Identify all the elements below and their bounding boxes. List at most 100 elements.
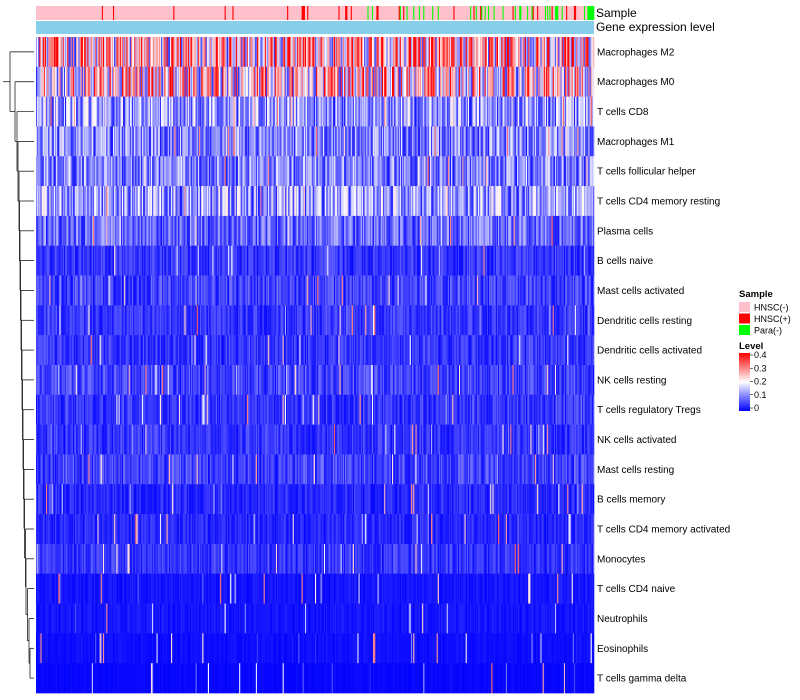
sample-cell-HNSC(-): [368, 6, 370, 20]
sample-cell-HNSC(-): [407, 6, 410, 20]
sample-cell-HNSC(-): [174, 6, 176, 20]
sample-cell-HNSC(-): [129, 6, 132, 20]
sample-cell-HNSC(-): [330, 6, 333, 20]
sample-cell-HNSC(-): [349, 6, 352, 20]
sample-cell-HNSC(-): [192, 6, 194, 20]
sample-cell-HNSC(-): [340, 6, 343, 20]
sample-cell-HNSC(-): [568, 6, 570, 20]
sample-cell-HNSC(-): [262, 6, 264, 20]
sample-cell-HNSC(-): [299, 6, 301, 20]
sample-cell-HNSC(-): [366, 6, 368, 20]
sample-cell-HNSC(-): [282, 6, 285, 20]
sample-cell-HNSC(-): [454, 6, 456, 20]
sample-cell-HNSC(-): [389, 6, 392, 20]
sample-cell-HNSC(-): [100, 6, 103, 20]
sample-cell-HNSC(-): [143, 6, 145, 20]
sample-cell-HNSC(-): [429, 6, 432, 20]
sample-cell-HNSC(-): [381, 6, 384, 20]
sample-cell-HNSC(-): [270, 6, 272, 20]
sample-cell-HNSC(-): [326, 6, 328, 20]
sample-cell-HNSC(-): [128, 6, 131, 20]
sample-cell-HNSC(-): [49, 6, 51, 20]
row-dendrogram: [3, 51, 34, 679]
sample-cell-HNSC(-): [104, 6, 106, 20]
sample-cell-HNSC(-): [142, 6, 144, 20]
sample-cell-HNSC(-): [229, 6, 231, 20]
legend-sample-title: Sample: [739, 289, 773, 300]
sample-cell-HNSC(-): [310, 6, 312, 20]
sample-cell-HNSC(-): [425, 6, 427, 20]
sample-cell-HNSC(-): [188, 6, 191, 20]
sample-cell-HNSC(-): [352, 6, 355, 20]
sample-cell-HNSC(-): [422, 6, 424, 20]
sample-cell-HNSC(-): [486, 6, 489, 20]
sample-cell-HNSC(-): [541, 6, 543, 20]
sample-cell-HNSC(-): [356, 6, 358, 20]
sample-cell-Para(-): [557, 6, 559, 20]
sample-cell-HNSC(-): [373, 6, 375, 20]
sample-cell-HNSC(-): [171, 6, 173, 20]
sample-cell-HNSC(-): [213, 6, 215, 20]
sample-cell-HNSC(-): [535, 6, 538, 20]
gene-expression-track-label: Gene expression level: [596, 20, 715, 34]
sample-cell-HNSC(-): [216, 6, 219, 20]
sample-cell-HNSC(-): [254, 6, 257, 20]
sample-cell-HNSC(-): [62, 6, 65, 20]
sample-cell-HNSC(-): [69, 6, 71, 20]
heatmap-row: [36, 484, 595, 515]
sample-cell-HNSC(-): [331, 6, 334, 20]
sample-cell-HNSC(-): [380, 6, 383, 20]
sample-cell-HNSC(-): [172, 6, 174, 20]
sample-cell-HNSC(-): [261, 6, 263, 20]
sample-cell-HNSC(-): [193, 6, 195, 20]
sample-cell-HNSC(-): [405, 6, 407, 20]
sample-cell-HNSC(-): [396, 6, 398, 20]
row-label: T cells CD4 memory resting: [597, 197, 720, 208]
sample-cell-HNSC(-): [86, 6, 88, 20]
sample-cell-HNSC(-): [109, 6, 112, 20]
heatmap-row: [36, 186, 595, 217]
sample-cell-HNSC(-): [383, 6, 385, 20]
sample-cell-HNSC(-): [167, 6, 170, 20]
sample-cell-HNSC(-): [259, 6, 261, 20]
row-label: T cells regulatory Tregs: [597, 405, 701, 416]
sample-cell-HNSC(-): [83, 6, 86, 20]
sample-cell-HNSC(-): [217, 6, 220, 20]
sample-cell-HNSC(-): [400, 6, 403, 20]
sample-cell-HNSC(-): [572, 6, 575, 20]
sample-cell-HNSC(-): [169, 6, 172, 20]
sample-cell-HNSC(-): [102, 6, 105, 20]
sample-cell-HNSC(-): [540, 6, 542, 20]
sample-cell-Para(-): [592, 6, 595, 20]
legend-level-title: Level: [739, 341, 763, 352]
heatmap-row: [36, 514, 595, 545]
sample-cell-HNSC(-): [152, 6, 154, 20]
sample-cell-HNSC(-): [146, 6, 148, 20]
sample-cell-HNSC(+): [377, 6, 379, 20]
sample-cell-HNSC(-): [552, 6, 555, 20]
sample-cell-HNSC(-): [235, 6, 238, 20]
sample-cell-HNSC(-): [495, 6, 498, 20]
sample-cell-HNSC(-): [53, 6, 56, 20]
legend-level-tick: 0: [754, 403, 759, 413]
row-label: Dendritic cells activated: [597, 346, 702, 357]
heatmap-row: [36, 573, 595, 604]
sample-cell-HNSC(-): [269, 6, 271, 20]
sample-cell-Para(-): [520, 6, 522, 20]
heatmap-row: [36, 66, 595, 97]
sample-cell-HNSC(-): [392, 6, 394, 20]
sample-cell-HNSC(-): [322, 6, 325, 20]
sample-cell-HNSC(+): [453, 6, 455, 20]
sample-cell-HNSC(-): [219, 6, 221, 20]
sample-cell-HNSC(-): [91, 6, 94, 20]
legend-level-tick: 0.4: [754, 350, 767, 360]
sample-cell-HNSC(-): [333, 6, 336, 20]
sample-cell-HNSC(-): [105, 6, 107, 20]
sample-cell-HNSC(+): [350, 6, 353, 20]
sample-cell-HNSC(-): [201, 6, 203, 20]
row-label: T cells CD4 memory activated: [597, 525, 730, 536]
sample-cell-HNSC(-): [274, 6, 277, 20]
sample-cell-Para(-): [556, 6, 558, 20]
sample-cell-HNSC(-): [182, 6, 184, 20]
sample-cell-HNSC(-): [378, 6, 381, 20]
